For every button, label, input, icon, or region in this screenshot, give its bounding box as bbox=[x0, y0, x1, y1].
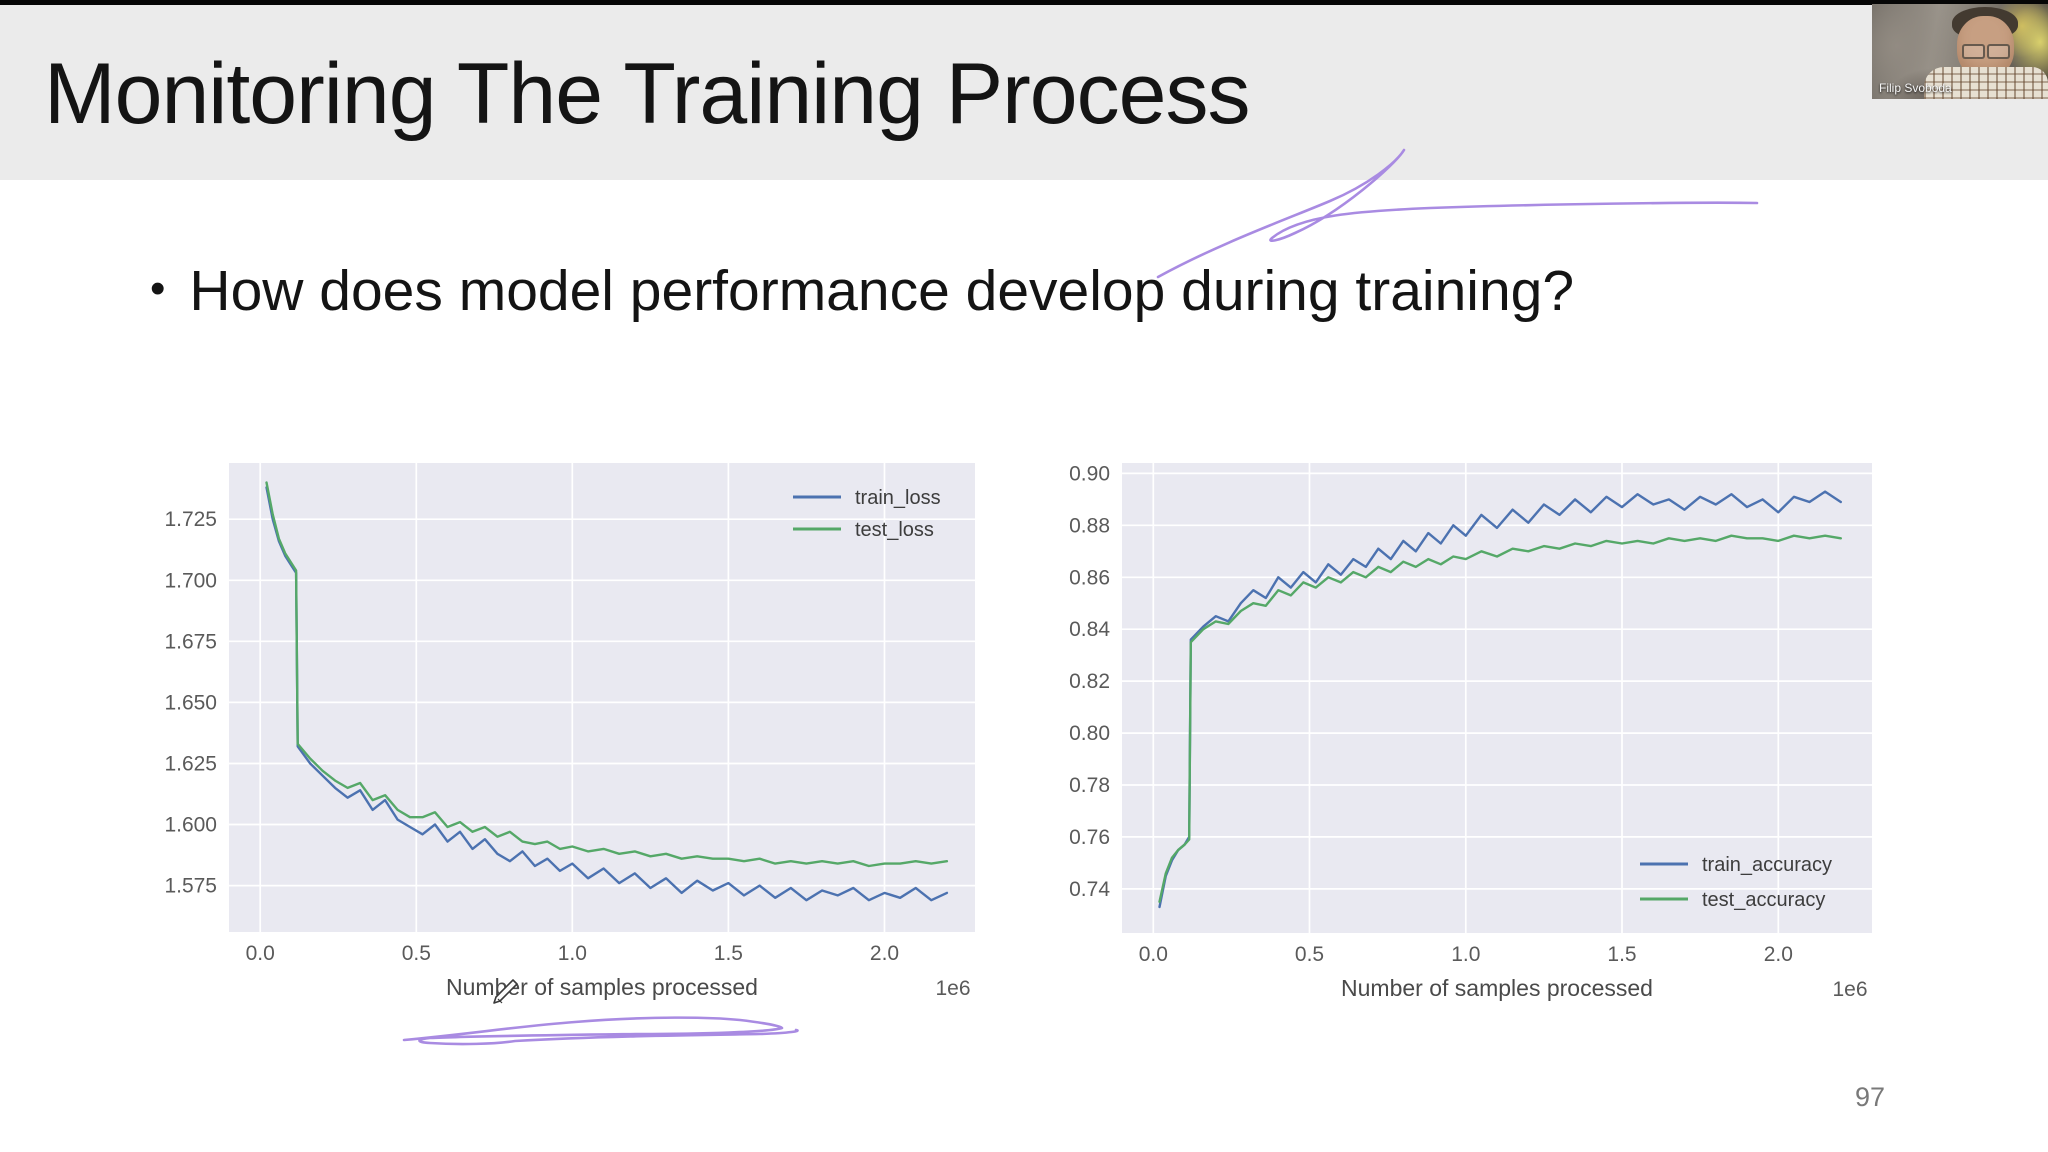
svg-text:0.76: 0.76 bbox=[1069, 826, 1110, 849]
accuracy-chart-container: 0.90 0.88 0.86 0.84 0.82 0.80 0.78 0.76 0.74 0.0 0… bbox=[1040, 440, 1900, 1020]
svg-text:1.700: 1.700 bbox=[164, 569, 217, 592]
presenter-shirt bbox=[1924, 67, 2048, 99]
svg-text:0.86: 0.86 bbox=[1069, 566, 1110, 589]
svg-text:1.5: 1.5 bbox=[714, 942, 743, 965]
glasses-right-lens-icon bbox=[1987, 44, 2010, 59]
svg-text:0.5: 0.5 bbox=[1295, 943, 1324, 966]
xlabel-scribble-stroke bbox=[402, 1016, 799, 1046]
svg-text:0.78: 0.78 bbox=[1069, 774, 1110, 797]
svg-text:0.90: 0.90 bbox=[1069, 462, 1110, 485]
svg-text:0.5: 0.5 bbox=[402, 942, 431, 965]
svg-text:Number of samples processed: Number of samples processed bbox=[1341, 975, 1653, 1001]
webcam-overlay[interactable]: Filip Svoboda bbox=[1872, 4, 2048, 99]
svg-text:0.80: 0.80 bbox=[1069, 722, 1110, 745]
accuracy-chart: 0.90 0.88 0.86 0.84 0.82 0.80 0.78 0.76 0.74 0.0 0… bbox=[1069, 462, 1872, 1001]
loss-chart: 1.725 1.700 1.675 1.650 1.625 1.600 1.575 0.0 0.… bbox=[164, 463, 975, 1000]
window-top-edge bbox=[0, 0, 2048, 5]
loss-chart-container: 1.725 1.700 1.675 1.650 1.625 1.600 1.575 0.0 0.… bbox=[150, 440, 1000, 1020]
glasses-left-lens-icon bbox=[1962, 44, 1985, 59]
page-number: 97 bbox=[1855, 1082, 1886, 1112]
svg-text:2.0: 2.0 bbox=[870, 942, 899, 965]
svg-text:0.88: 0.88 bbox=[1069, 514, 1110, 537]
svg-text:0.82: 0.82 bbox=[1069, 670, 1110, 693]
svg-text:1.0: 1.0 bbox=[558, 942, 587, 965]
bullet-item: • How does model performance develop duri… bbox=[150, 258, 1574, 324]
svg-text:1e6: 1e6 bbox=[1832, 978, 1867, 1001]
svg-text:1.725: 1.725 bbox=[164, 508, 217, 531]
svg-text:1e6: 1e6 bbox=[935, 977, 970, 1000]
svg-text:0.0: 0.0 bbox=[246, 942, 275, 965]
svg-text:1.0: 1.0 bbox=[1451, 943, 1480, 966]
presenter-name-label: Filip Svoboda bbox=[1879, 81, 1952, 95]
svg-text:0.84: 0.84 bbox=[1069, 618, 1110, 641]
svg-text:1.650: 1.650 bbox=[164, 691, 217, 714]
svg-text:train_loss: train_loss bbox=[855, 487, 941, 509]
svg-text:test_accuracy: test_accuracy bbox=[1702, 889, 1825, 911]
slide-header: Monitoring The Training Process bbox=[0, 5, 2048, 180]
svg-text:2.0: 2.0 bbox=[1764, 943, 1793, 966]
svg-text:train_accuracy: train_accuracy bbox=[1702, 854, 1832, 876]
svg-text:0.0: 0.0 bbox=[1139, 943, 1168, 966]
bullet-marker: • bbox=[150, 264, 166, 313]
svg-text:0.74: 0.74 bbox=[1069, 878, 1110, 901]
svg-text:1.5: 1.5 bbox=[1607, 943, 1636, 966]
svg-text:1.575: 1.575 bbox=[164, 875, 217, 898]
pen-cursor-icon bbox=[493, 979, 518, 1004]
bullet-text: How does model performance develop durin… bbox=[189, 259, 1575, 323]
slide-title: Monitoring The Training Process bbox=[44, 46, 1250, 142]
svg-text:test_loss: test_loss bbox=[855, 519, 934, 541]
svg-text:1.675: 1.675 bbox=[164, 630, 217, 653]
svg-text:1.600: 1.600 bbox=[164, 814, 217, 837]
svg-text:1.625: 1.625 bbox=[164, 753, 217, 776]
